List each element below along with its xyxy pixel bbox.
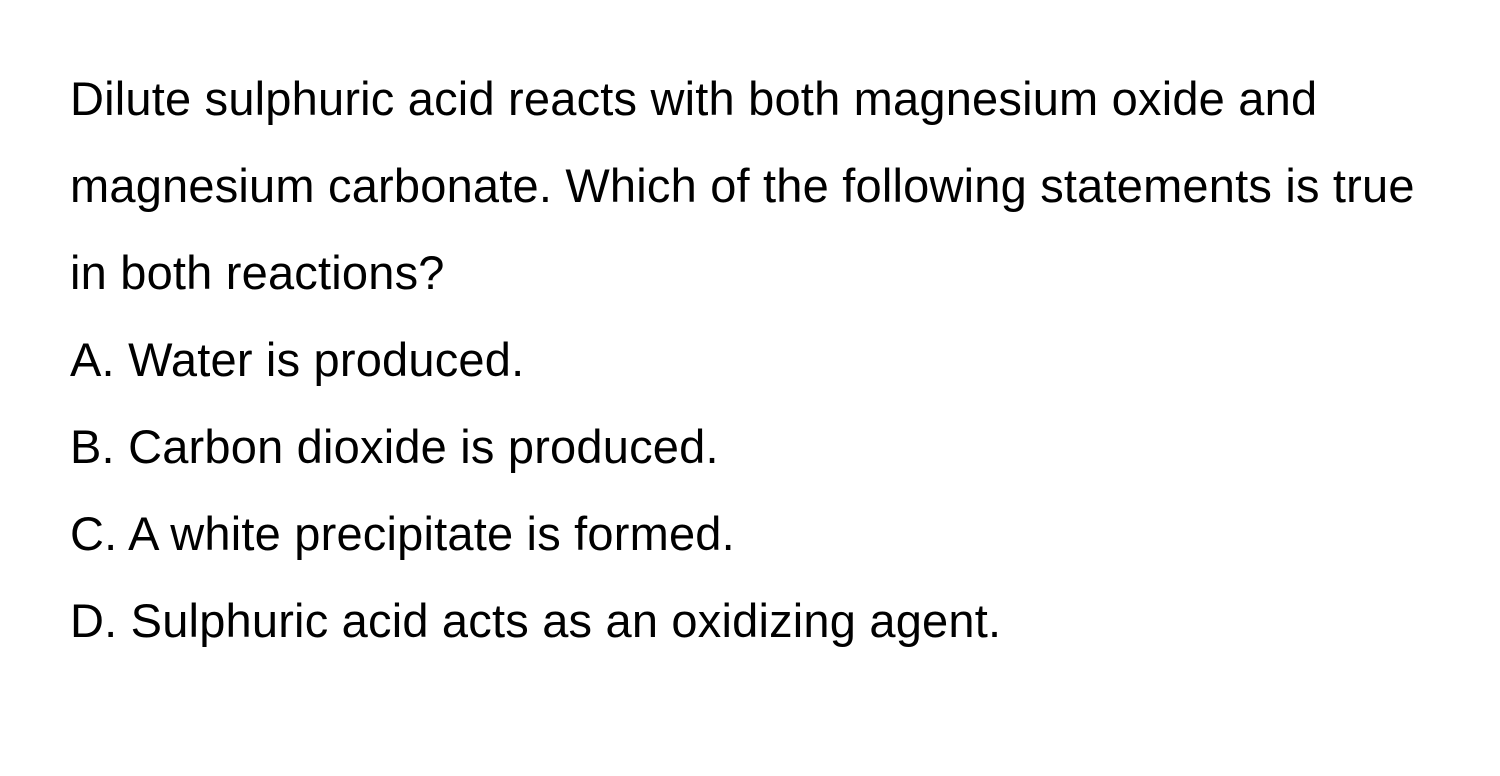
question-block: Dilute sulphuric acid reacts with both m…: [70, 56, 1430, 665]
option-b: B. Carbon dioxide is produced.: [70, 404, 1430, 491]
option-a: A. Water is produced.: [70, 317, 1430, 404]
option-c: C. A white precipitate is formed.: [70, 491, 1430, 578]
option-d: D. Sulphuric acid acts as an oxidizing a…: [70, 578, 1430, 665]
question-stem: Dilute sulphuric acid reacts with both m…: [70, 56, 1430, 317]
question-page: Dilute sulphuric acid reacts with both m…: [0, 0, 1500, 776]
